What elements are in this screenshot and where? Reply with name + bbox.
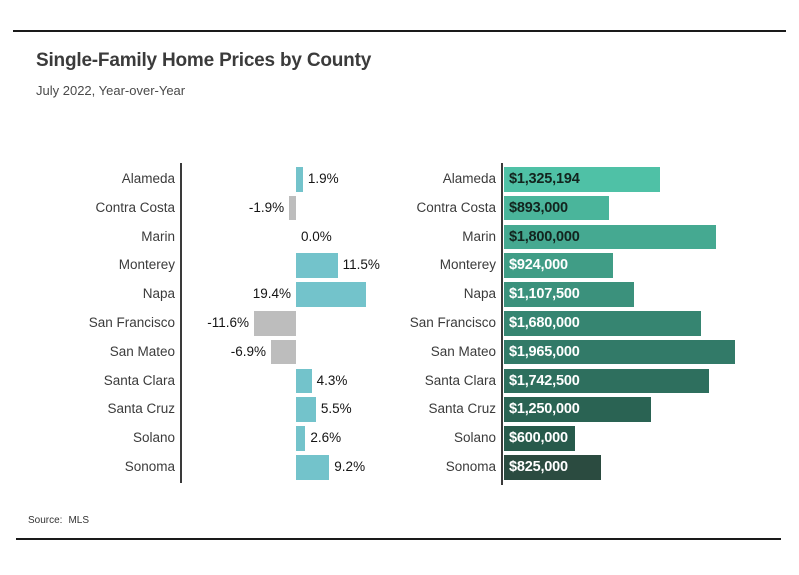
category-label: San Francisco <box>88 315 175 330</box>
positive-change-bar <box>296 253 338 278</box>
value-label: -6.9% <box>230 343 267 359</box>
source-value: MLS <box>68 515 90 526</box>
category-label: Sonoma <box>445 459 496 474</box>
category-label: Marin <box>141 228 175 244</box>
price-label: $893,000 <box>509 199 568 216</box>
positive-change-bar <box>296 167 303 192</box>
value-label: 9.2% <box>334 459 366 474</box>
category-label: Santa Cruz <box>428 401 496 417</box>
chart-title: Single-Family Home Prices by County <box>36 50 372 71</box>
bottom-divider <box>16 538 781 540</box>
source-label: Source: <box>28 515 63 526</box>
value-label: -11.6% <box>207 315 250 330</box>
category-label: Napa <box>463 286 496 302</box>
category-label: San Mateo <box>430 343 496 359</box>
left-axis-line <box>180 163 182 483</box>
price-label: $1,680,000 <box>509 315 580 331</box>
price-label: $1,325,194 <box>509 171 580 187</box>
value-label: 2.6% <box>310 430 342 446</box>
price-chart: Alameda $1,325,194 Contra Costa $893,000 Mar… <box>356 163 786 485</box>
price-label: $924,000 <box>509 257 568 274</box>
price-label: $1,965,000 <box>509 343 580 360</box>
top-divider <box>13 30 786 32</box>
category-label: Marin <box>462 228 496 244</box>
category-label: Contra Costa <box>416 199 496 215</box>
price-label: $1,800,000 <box>509 228 580 245</box>
category-label: Santa Cruz <box>107 401 175 417</box>
category-label: Sonoma <box>124 459 175 474</box>
category-label: Alameda <box>442 171 496 186</box>
right-axis-line <box>501 163 503 485</box>
yoy-change-chart: Alameda 1.9% Contra Costa -1.9% Marin 0.0% Mon… <box>36 163 416 483</box>
category-label: San Mateo <box>109 343 175 359</box>
category-label: Contra Costa <box>95 199 175 215</box>
price-bar <box>504 339 735 365</box>
value-label: -1.9% <box>248 199 285 215</box>
price-bar <box>504 195 609 221</box>
value-label: 19.4% <box>252 286 291 302</box>
category-label: Napa <box>142 286 175 302</box>
positive-change-bar <box>296 282 367 307</box>
price-label: $1,742,500 <box>509 372 580 389</box>
positive-change-bar <box>296 397 316 422</box>
category-label: Solano <box>453 430 496 446</box>
positive-change-bar <box>296 426 306 451</box>
price-bar <box>504 397 651 422</box>
price-label: $600,000 <box>509 430 568 447</box>
category-label: Santa Clara <box>103 372 175 388</box>
price-bar <box>504 167 660 192</box>
negative-change-bar <box>254 311 296 336</box>
category-label: Solano <box>132 430 175 446</box>
price-bar <box>504 426 575 451</box>
chart-subtitle: July 2022, Year-over-Year <box>36 83 186 98</box>
price-bar <box>504 455 601 480</box>
price-label: $825,000 <box>509 459 568 475</box>
category-label: Monterey <box>118 257 175 273</box>
category-label: Monterey <box>439 257 496 273</box>
category-label: Santa Clara <box>424 372 496 388</box>
price-bar <box>504 253 613 278</box>
price-label: $1,107,500 <box>509 286 580 303</box>
price-bar <box>504 282 635 307</box>
price-bar <box>504 368 709 394</box>
source-note: Source: MLS <box>28 515 89 526</box>
price-bar <box>504 224 716 250</box>
positive-change-bar <box>296 368 312 394</box>
positive-change-bar <box>296 455 330 480</box>
category-label: Alameda <box>121 171 175 186</box>
negative-change-bar <box>289 195 296 221</box>
category-label: San Francisco <box>409 315 496 330</box>
price-bar <box>504 311 702 336</box>
value-label: 4.3% <box>316 372 348 388</box>
price-label: $1,250,000 <box>509 401 580 418</box>
value-label: 11.5% <box>342 257 380 273</box>
negative-change-bar <box>271 339 296 365</box>
value-label: 1.9% <box>307 171 339 186</box>
value-label: 5.5% <box>320 401 352 417</box>
value-label: 0.0% <box>301 228 332 244</box>
